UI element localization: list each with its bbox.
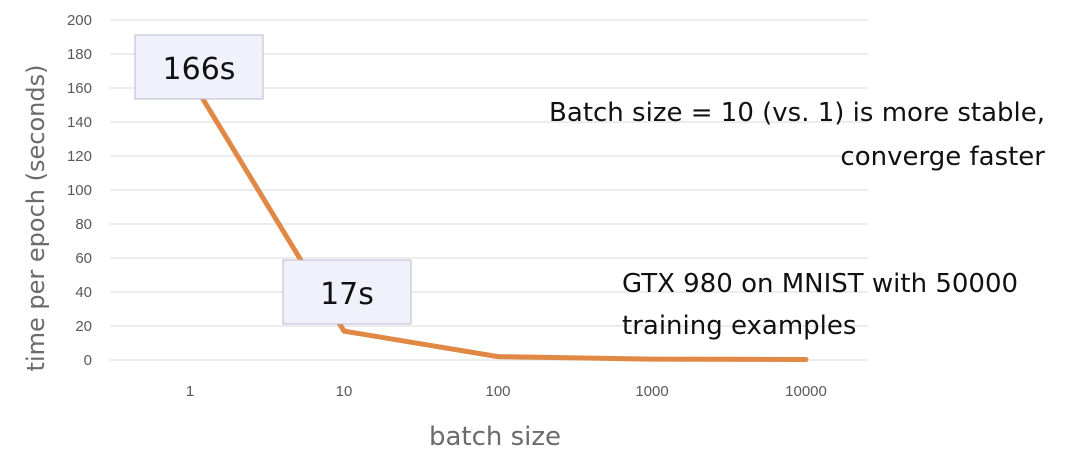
y-tick-label: 100 [67,182,92,199]
y-tick-label: 160 [67,80,92,97]
x-axis-title: batch size [429,422,561,452]
y-tick-label: 120 [67,148,92,165]
x-tick-label: 10 [336,383,353,400]
x-tick-label: 10000 [785,383,827,400]
y-tick-label: 80 [75,216,92,233]
callout-label: 17s [320,277,374,312]
x-tick-label: 100 [485,383,510,400]
y-tick-label: 200 [67,12,92,29]
y-tick-label: 140 [67,114,92,131]
y-tick-label: 20 [75,318,92,335]
callout-box [282,259,412,325]
x-tick-labels: 1 10 100 1000 10000 [186,383,827,400]
callout-box [134,34,264,100]
annotation-stability-line1: Batch size = 10 (vs. 1) is more stable, [549,98,1045,128]
series-line [187,75,809,362]
x-tick-label: 1000 [635,383,668,400]
callout-label: 166s [163,52,236,87]
y-axis-title: time per epoch (seconds) [22,65,50,372]
y-tick-label: 0 [84,352,92,369]
y-tick-label: 40 [75,284,92,301]
y-tick-labels: 0 20 40 60 80 100 120 140 160 180 200 [67,12,92,369]
annotation-hardware-line1: GTX 980 on MNIST with 50000 [622,269,1018,299]
annotation-stability-line2: converge faster [840,142,1045,172]
annotation-hardware-line2: training examples [622,311,856,341]
callout-17s: 17s [282,259,412,325]
callout-166s: 166s [134,34,264,100]
x-tick-label: 1 [186,383,194,400]
y-tick-label: 60 [75,250,92,267]
y-tick-label: 180 [67,46,92,63]
